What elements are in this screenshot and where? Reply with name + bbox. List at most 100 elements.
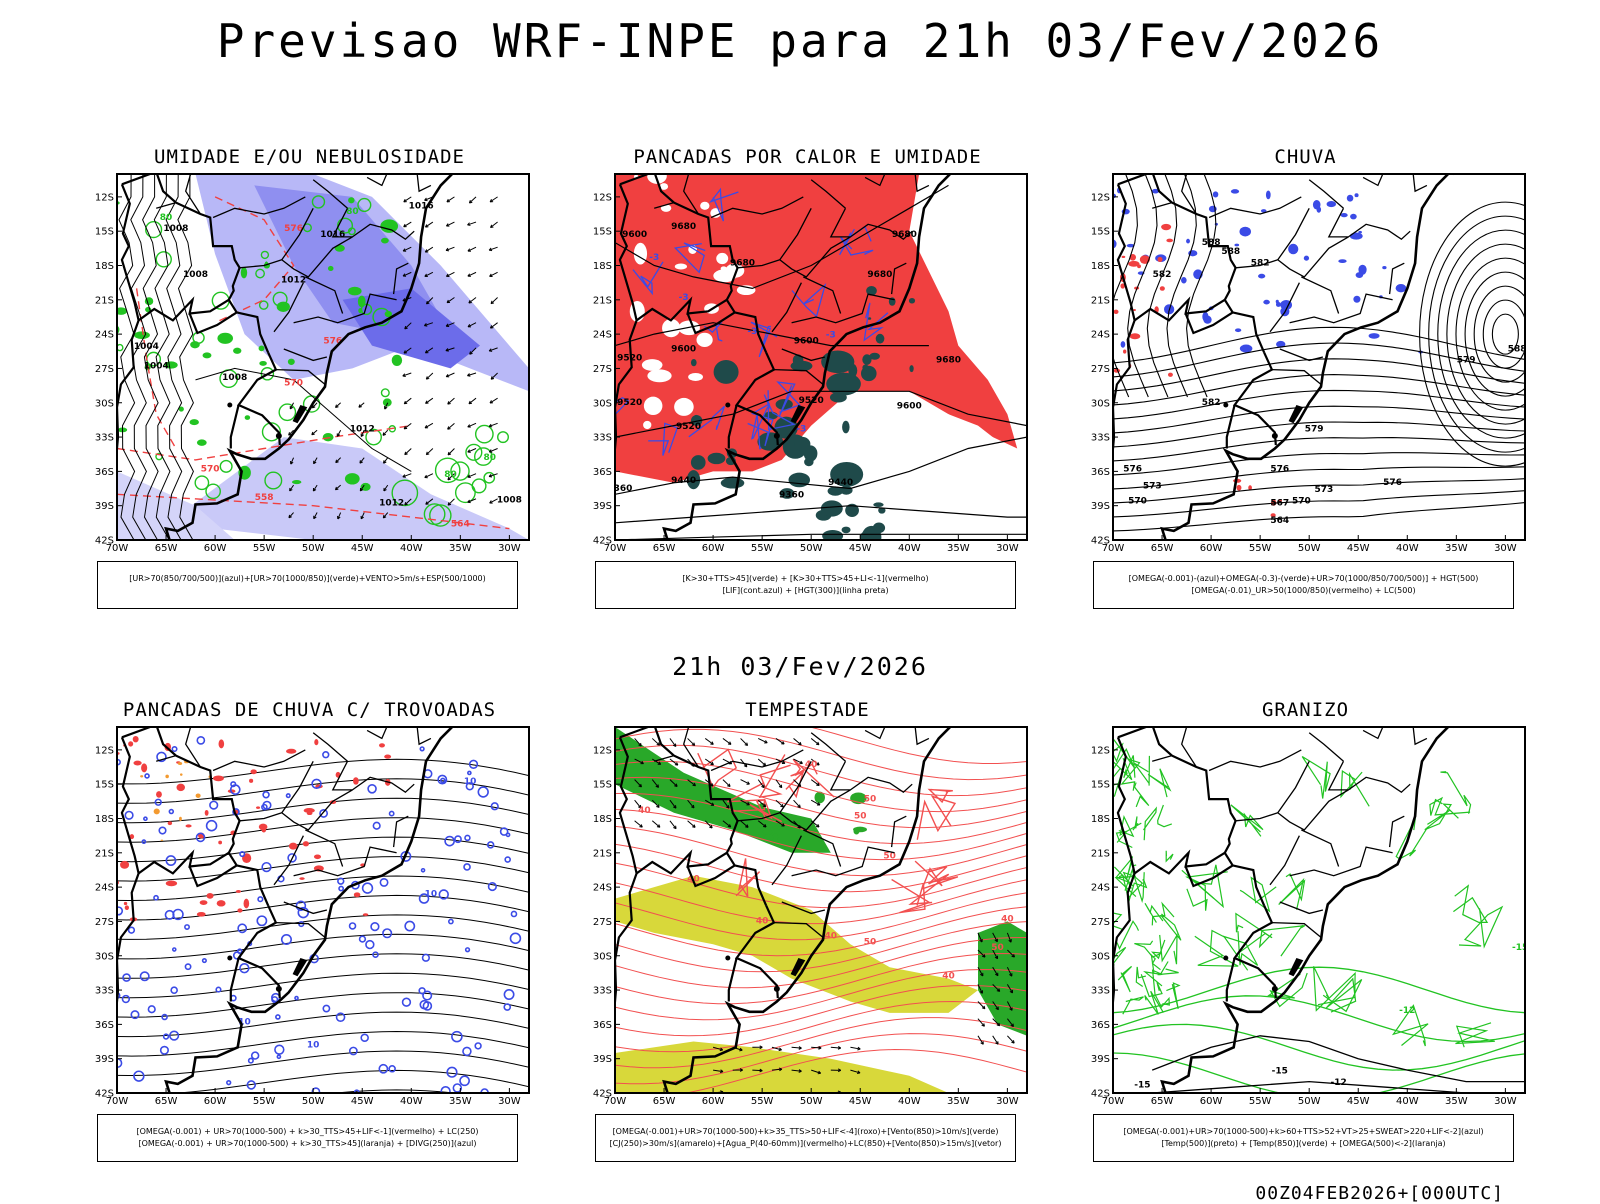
- map-granizo: -15-15-12-12-1512S15S18S21S24S27S30S33S3…: [1093, 725, 1518, 1109]
- omega-blue: [1181, 277, 1187, 283]
- state-border: [831, 761, 912, 792]
- humidity-850-contour: [292, 480, 301, 484]
- humidity-850-contour: [277, 302, 290, 312]
- lat-tick-label: 36S: [593, 1020, 612, 1031]
- lon-tick-label: 45W: [1347, 1096, 1370, 1107]
- omega-blue: [1327, 201, 1336, 207]
- divergence-contour: [227, 1081, 231, 1085]
- lat-tick-label: 27S: [593, 364, 612, 375]
- lon-tick-label: 50W: [1298, 1096, 1321, 1107]
- lat-tick-label: 39S: [1091, 1054, 1110, 1065]
- divergence-contour: [405, 921, 414, 930]
- height-contour: [1483, 300, 1527, 368]
- contour-label: 9440: [671, 476, 696, 486]
- height-contour: [1438, 230, 1573, 438]
- convective-orange: [140, 775, 143, 777]
- humidity-850-contour: [383, 398, 392, 406]
- lagoa-mirim: [774, 433, 780, 439]
- map-tempestade: 40404040505050405040504012S15S18S21S24S2…: [595, 725, 1020, 1109]
- lat-tick-label: 39S: [593, 501, 612, 512]
- wind-vector: [426, 449, 433, 455]
- divergence-contour: [276, 1015, 280, 1019]
- lat-tick-label: 15S: [1091, 227, 1110, 238]
- contour-label: 570: [284, 379, 303, 389]
- lake-marker: [1223, 403, 1228, 408]
- divergence-contour: [511, 911, 516, 916]
- lat-tick-label: 12S: [95, 192, 114, 203]
- omega-red: [1160, 286, 1165, 291]
- convective-red: [197, 912, 206, 917]
- lagoa-dos-patos: [1289, 958, 1304, 976]
- divergence-contour: [287, 794, 290, 797]
- temp-850-contour: [1113, 996, 1525, 1042]
- legend-line: [LIF](cont.azul) + [HGT(300)](linha pret…: [596, 585, 1015, 597]
- omega-red: [1237, 485, 1242, 491]
- divergence-contour: [122, 996, 129, 1003]
- divergence-contour: [361, 1034, 368, 1041]
- humidity-850-contour: [197, 439, 207, 445]
- divergence-contour: [455, 836, 461, 842]
- legend-line: [OMEGA(-0.001) + UR>70(1000-500) + k>30_…: [98, 1126, 517, 1138]
- omega-blue: [1369, 333, 1380, 339]
- lat-tick-label: 21S: [95, 295, 114, 306]
- height-contour: [1128, 174, 1157, 397]
- divergence-contour: [504, 990, 513, 999]
- omega-blue: [1341, 213, 1348, 217]
- contour-label: -12: [1330, 1078, 1346, 1088]
- omega-blue: [1350, 214, 1357, 220]
- contour-label: 9360: [607, 484, 632, 494]
- state-border: [1309, 733, 1343, 762]
- convective-red: [250, 769, 256, 774]
- lat-tick-label: 18S: [593, 261, 612, 272]
- humidity-850-contour: [381, 238, 389, 244]
- contour-label: 50: [864, 937, 877, 947]
- contour-label: 9440: [828, 478, 853, 488]
- height-contour: [1113, 503, 1525, 531]
- divergence-contour: [360, 936, 366, 942]
- instability-fill-teal: [721, 478, 745, 489]
- streamline: [117, 876, 529, 901]
- lat-tick-label: 33S: [593, 433, 612, 444]
- lat-tick-label: 24S: [1091, 330, 1110, 341]
- temp-850-contour: [1134, 756, 1149, 786]
- divergence-contour: [368, 785, 376, 793]
- omega-blue: [1235, 328, 1241, 332]
- contour-label: 1008: [163, 224, 188, 234]
- lat-tick-label: 39S: [95, 501, 114, 512]
- lon-tick-label: 35W: [947, 1096, 970, 1107]
- divergence-contour: [173, 948, 176, 951]
- contour-label: 10: [425, 889, 438, 899]
- state-border: [1209, 750, 1301, 771]
- instability-fill-teal: [862, 365, 868, 371]
- omega-red: [1130, 333, 1141, 339]
- temp-850-contour: [1459, 907, 1502, 947]
- divergence-contour: [350, 1047, 357, 1054]
- height-contour: [1429, 216, 1582, 452]
- convective-red: [133, 761, 141, 766]
- state-border: [811, 733, 845, 762]
- lat-tick-label: 15S: [1091, 780, 1110, 791]
- map-pancadas-calor: 9680968096809680960096009600968095209520…: [595, 172, 1020, 556]
- contour-label: 80: [444, 470, 457, 480]
- convective-red: [236, 890, 241, 893]
- divergence-contour: [475, 1043, 481, 1049]
- lat-tick-label: 27S: [1091, 364, 1110, 375]
- divergence-contour: [159, 827, 166, 834]
- convective-red: [168, 821, 172, 825]
- humidity-850-contour: [380, 219, 398, 233]
- legend-line: [K>30+TTS>45](verde) + [K>30+TTS>45+LI<-…: [596, 573, 1015, 585]
- contour-label: 570: [1128, 496, 1147, 506]
- contour-label: 558: [255, 493, 274, 503]
- map-umidade: 1016101610121012100810081004100410081012…: [97, 172, 522, 556]
- divergence-contour: [162, 1015, 167, 1020]
- convective-red: [186, 824, 192, 827]
- omega-blue: [1263, 300, 1270, 305]
- state-border: [394, 816, 409, 847]
- convective-red: [156, 791, 162, 798]
- instability-fill-teal: [794, 437, 810, 451]
- precipitable-water-contour: [892, 880, 930, 913]
- divergence-contour: [295, 997, 298, 1000]
- divergence-contour: [203, 959, 207, 963]
- temp-850-contour: [1144, 808, 1157, 840]
